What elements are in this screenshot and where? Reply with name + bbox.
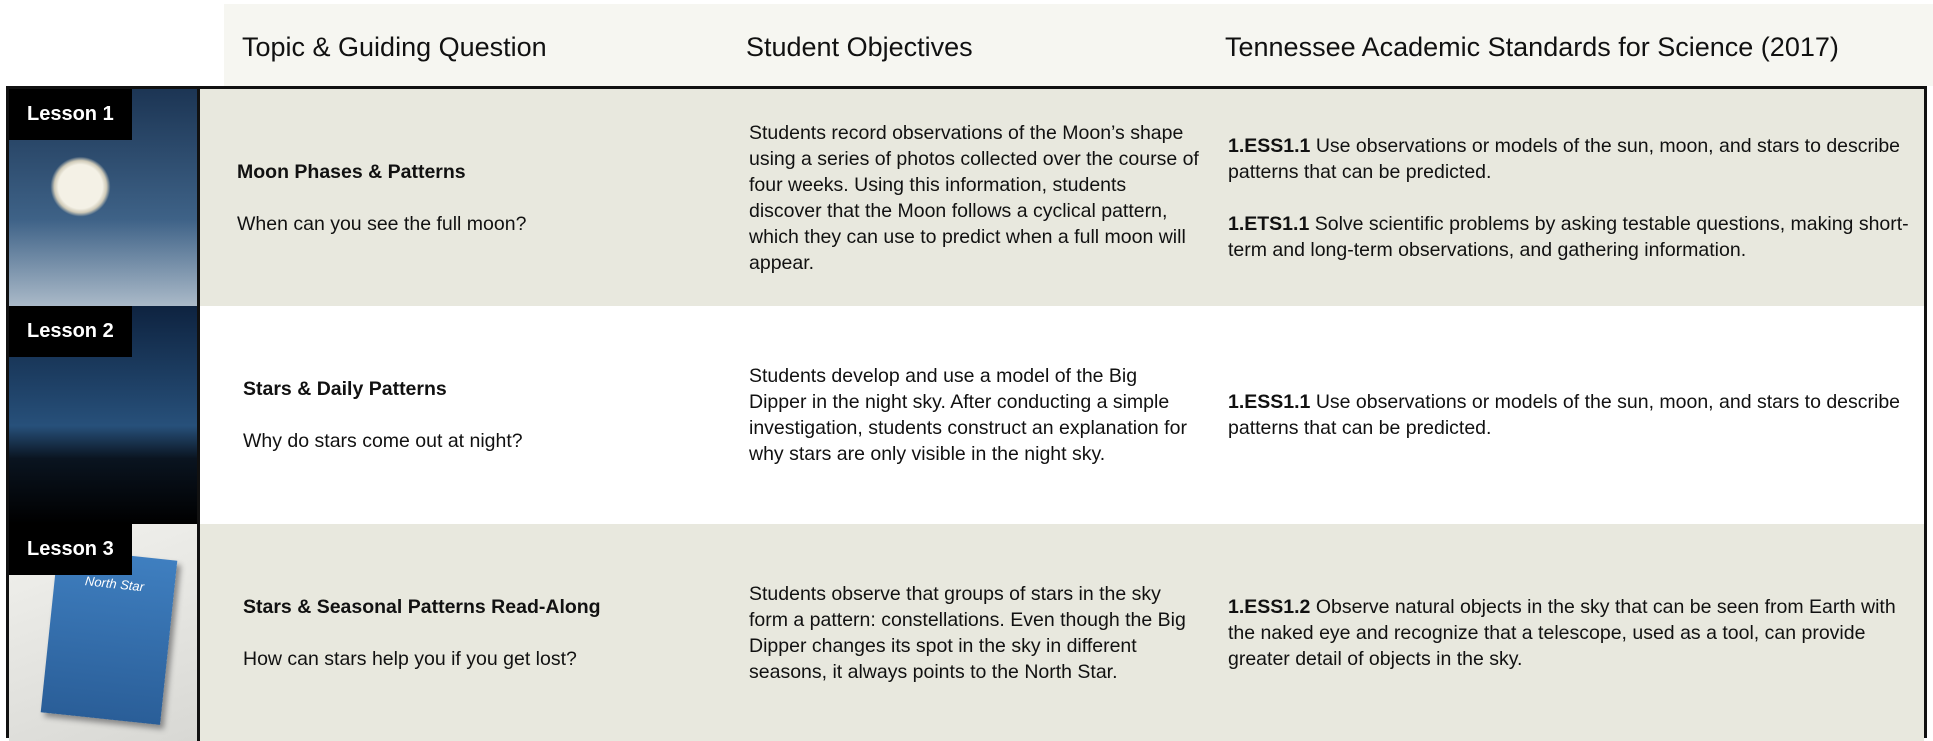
lesson-image: Lesson 1 — [9, 89, 200, 306]
lesson-table: Lesson 1 Moon Phases & Patterns When can y… — [6, 86, 1927, 741]
guiding-question: Why do stars come out at night? — [243, 430, 523, 452]
lesson-label: Lesson 2 — [9, 306, 132, 357]
standard: 1.ETS1.1 Solve scientific problems by as… — [1228, 211, 1918, 263]
column-header: Topic & Guiding Question — [242, 32, 547, 62]
objectives-cell: Students develop and use a model of the … — [749, 365, 1187, 465]
standard-code: 1.ESS1.1 — [1228, 391, 1311, 413]
header: Topic & Guiding Question Student Objecti… — [224, 4, 1933, 86]
lesson-title: Stars & Daily Patterns — [243, 378, 447, 400]
objectives-cell: Students observe that groups of stars in… — [749, 582, 1186, 683]
lesson-title: Stars & Seasonal Patterns Read-Along — [243, 595, 601, 618]
topic-cell: Stars & Daily Patterns Why do stars come … — [243, 376, 683, 454]
spacer — [243, 402, 683, 428]
topic-cell: Stars & Seasonal Patterns Read-Along How … — [243, 594, 683, 672]
standard-text: Use observations or models of the sun, m… — [1228, 134, 1901, 183]
lesson-title: Moon Phases & Patterns — [237, 160, 466, 183]
lesson-label: Lesson 1 — [9, 89, 132, 140]
column-header: Student Objectives — [746, 32, 973, 62]
guiding-question: When can you see the full moon? — [237, 212, 527, 235]
topic-cell: Moon Phases & Patterns When can you see t… — [237, 159, 677, 237]
standards-cell: 1.ESS1.2 Observe natural objects in the … — [1228, 594, 1918, 698]
standard-text: Solve scientific problems by asking test… — [1228, 212, 1909, 261]
column-header: Tennessee Academic Standards for Science… — [1225, 32, 1839, 62]
standard: 1.ESS1.1 Use observations or models of t… — [1228, 389, 1918, 441]
standards-cell: 1.ESS1.1 Use observations or models of t… — [1228, 133, 1918, 289]
spacer — [237, 185, 677, 211]
standard-code: 1.ESS1.2 — [1228, 595, 1311, 618]
lesson-label: Lesson 3 — [9, 524, 132, 575]
objectives-cell: Students record observations of the Moon… — [749, 121, 1199, 274]
standards-cell: 1.ESS1.1 Use observations or models of t… — [1228, 389, 1918, 467]
lesson-image: Lesson 2 — [9, 306, 200, 524]
standard: 1.ESS1.1 Use observations or models of t… — [1228, 133, 1918, 185]
standard-code: 1.ETS1.1 — [1228, 212, 1310, 235]
standard-code: 1.ESS1.1 — [1228, 134, 1311, 157]
spacer — [243, 620, 683, 646]
lesson-row: North Star Lesson 3 Stars & Seasonal Patte… — [9, 524, 1924, 741]
standard-text: Use observations or models of the sun, m… — [1228, 391, 1901, 439]
lesson-row: Lesson 1 Moon Phases & Patterns When can y… — [9, 89, 1924, 306]
lesson-row: Lesson 2 Stars & Daily Patterns Why do sta… — [9, 306, 1924, 524]
standard: 1.ESS1.2 Observe natural objects in the … — [1228, 594, 1918, 672]
guiding-question: How can stars help you if you get lost? — [243, 647, 577, 670]
lesson-image: North Star Lesson 3 — [9, 524, 200, 741]
standard-text: Observe natural objects in the sky that … — [1228, 595, 1896, 670]
